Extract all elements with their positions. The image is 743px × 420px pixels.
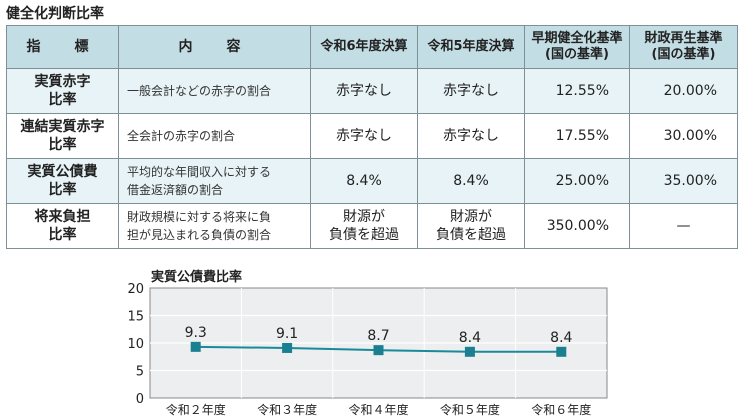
row-description: 平均的な年間収入に対する 借金返済額の割合 (118, 158, 311, 204)
header-r5: 令和5年度決算 (417, 25, 525, 69)
row-rebuild: — (629, 203, 738, 249)
data-label: 9.1 (276, 326, 298, 342)
row-rebuild: 30.00% (629, 113, 738, 159)
row-r6: 赤字なし (310, 68, 418, 114)
data-point (556, 346, 567, 357)
y-tick-label: 15 (127, 310, 144, 325)
row-early: 350.00% (524, 203, 630, 249)
row-indicator: 実質赤字 比率 (6, 68, 119, 114)
row-r5: 赤字なし (417, 68, 525, 114)
y-tick-label: 20 (127, 282, 144, 297)
row-r6: 8.4% (310, 158, 418, 204)
table-row: 実質赤字 比率 一般会計などの赤字の割合 赤字なし 赤字なし 12.55% 20… (6, 68, 738, 114)
row-indicator: 将来負担 比率 (6, 203, 119, 249)
x-tick-label: 令和６年度 (531, 402, 591, 417)
table-row: 連結実質赤字 比率 全会計の赤字の割合 赤字なし 赤字なし 17.55% 30.… (6, 113, 738, 159)
page-title: 健全化判断比率 (6, 6, 104, 22)
table-header-row: 指 標 内 容 令和6年度決算 令和5年度決算 早期健全化基準 (国の基準) 財… (6, 25, 738, 69)
row-early: 12.55% (524, 68, 630, 114)
x-tick-label: 令和５年度 (440, 402, 500, 417)
data-label: 8.7 (367, 328, 389, 344)
data-label: 8.4 (550, 330, 572, 346)
table-row: 将来負担 比率 財政規模に対する将来に負 担が見込まれる負債の割合 財源が 負債… (6, 203, 738, 249)
chart-title: 実質公債費比率 (151, 270, 243, 285)
y-tick-label: 5 (136, 365, 144, 380)
row-r5: 8.4% (417, 158, 525, 204)
data-label: 9.3 (185, 325, 207, 341)
row-r5: 財源が 負債を超過 (417, 203, 525, 249)
row-description: 財政規模に対する将来に負 担が見込まれる負債の割合 (118, 203, 311, 249)
y-tick-label: 10 (127, 337, 144, 352)
data-point (464, 346, 475, 357)
row-early: 17.55% (524, 113, 630, 159)
fiscal-soundness-table: 指 標 内 容 令和6年度決算 令和5年度決算 早期健全化基準 (国の基準) 財… (6, 25, 738, 249)
x-tick-label: 令和３年度 (257, 402, 317, 417)
data-point (373, 345, 384, 356)
data-point (282, 342, 293, 353)
row-indicator: 実質公債費 比率 (6, 158, 119, 204)
y-tick-label: 0 (136, 392, 144, 407)
row-indicator: 連結実質赤字 比率 (6, 113, 119, 159)
header-early-standard: 早期健全化基準 (国の基準) (524, 25, 630, 69)
header-r6: 令和6年度決算 (310, 25, 418, 69)
row-description: 一般会計などの赤字の割合 (118, 68, 311, 114)
table-row: 実質公債費 比率 平均的な年間収入に対する 借金返済額の割合 8.4% 8.4%… (6, 158, 738, 204)
data-point (190, 341, 201, 352)
header-rebuild-standard: 財政再生基準 (国の基準) (629, 25, 738, 69)
row-r6: 財源が 負債を超過 (310, 203, 418, 249)
row-rebuild: 35.00% (629, 158, 738, 204)
x-tick-label: 令和２年度 (166, 402, 226, 417)
header-content: 内 容 (118, 25, 311, 69)
x-tick-label: 令和４年度 (348, 402, 408, 417)
data-label: 8.4 (459, 330, 481, 346)
